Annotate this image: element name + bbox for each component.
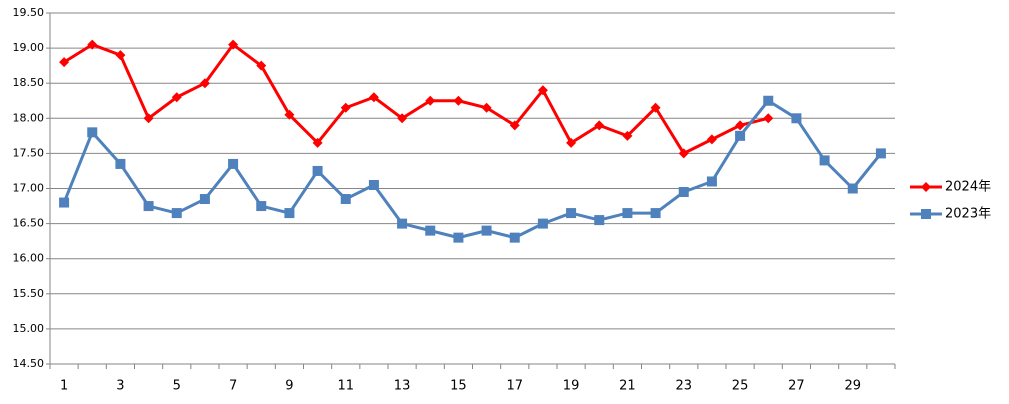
y-tick-label: 18.00 — [13, 111, 45, 124]
y-tick-label: 14.50 — [13, 357, 45, 370]
y-tick-label: 19.50 — [13, 6, 45, 19]
x-tick-label: 7 — [229, 379, 237, 394]
x-tick-label: 23 — [675, 379, 692, 394]
marker — [453, 232, 464, 243]
marker — [228, 158, 239, 169]
marker — [566, 137, 577, 148]
marker — [537, 218, 548, 229]
marker — [171, 208, 182, 219]
marker — [921, 209, 931, 219]
marker — [228, 39, 239, 50]
marker — [763, 95, 774, 106]
marker — [706, 134, 717, 145]
x-tick-label: 27 — [788, 379, 805, 394]
marker — [706, 176, 717, 187]
marker — [481, 102, 492, 113]
marker — [735, 120, 746, 131]
marker — [847, 183, 858, 194]
x-tick-label: 3 — [116, 379, 124, 394]
marker — [453, 95, 464, 106]
marker — [594, 215, 605, 226]
marker — [171, 92, 182, 103]
marker — [921, 182, 931, 192]
y-tick-label: 15.00 — [13, 322, 45, 335]
x-tick-label: 11 — [337, 379, 354, 394]
marker — [59, 57, 70, 68]
marker — [622, 130, 633, 141]
marker — [509, 120, 520, 131]
marker — [199, 194, 210, 205]
marker — [199, 78, 210, 89]
marker — [481, 225, 492, 236]
marker — [284, 208, 295, 219]
legend-label: 2023年 — [945, 207, 991, 222]
x-tick-label: 5 — [173, 379, 181, 394]
marker — [59, 197, 70, 208]
marker — [312, 137, 323, 148]
marker — [87, 39, 98, 50]
marker — [340, 102, 351, 113]
marker — [537, 85, 548, 96]
legend-label: 2024年 — [945, 180, 991, 195]
marker — [312, 165, 323, 176]
marker — [284, 109, 295, 120]
marker — [256, 201, 267, 212]
marker — [143, 201, 154, 212]
marker — [340, 194, 351, 205]
marker — [87, 127, 98, 138]
x-tick-label: 29 — [844, 379, 861, 394]
marker — [819, 155, 830, 166]
marker — [622, 208, 633, 219]
x-tick-label: 21 — [619, 379, 636, 394]
y-tick-label: 18.50 — [13, 76, 45, 89]
marker — [875, 148, 886, 159]
marker — [594, 120, 605, 131]
x-tick-label: 9 — [285, 379, 293, 394]
y-tick-label: 16.00 — [13, 252, 45, 265]
y-tick-label: 19.00 — [13, 41, 45, 54]
x-tick-label: 1 — [60, 379, 68, 394]
x-tick-label: 15 — [450, 379, 467, 394]
y-tick-label: 15.50 — [13, 287, 45, 300]
x-tick-label: 13 — [394, 379, 411, 394]
marker — [397, 218, 408, 229]
y-tick-label: 16.50 — [13, 217, 45, 230]
x-tick-label: 19 — [563, 379, 580, 394]
series-line — [63, 43, 769, 155]
marker — [678, 148, 689, 159]
x-tick-label: 25 — [732, 379, 749, 394]
marker — [509, 232, 520, 243]
marker — [115, 50, 126, 61]
marker — [397, 113, 408, 124]
marker — [763, 113, 774, 124]
marker — [425, 225, 436, 236]
marker — [735, 130, 746, 141]
marker — [650, 102, 661, 113]
marker — [368, 179, 379, 190]
marker — [650, 208, 661, 219]
marker — [143, 113, 154, 124]
marker — [368, 92, 379, 103]
marker — [256, 60, 267, 71]
y-tick-label: 17.50 — [13, 146, 45, 159]
marker — [425, 95, 436, 106]
marker — [566, 208, 577, 219]
x-tick-label: 17 — [506, 379, 523, 394]
y-tick-label: 17.00 — [13, 182, 45, 195]
marker — [791, 113, 802, 124]
marker — [115, 158, 126, 169]
marker — [678, 187, 689, 198]
